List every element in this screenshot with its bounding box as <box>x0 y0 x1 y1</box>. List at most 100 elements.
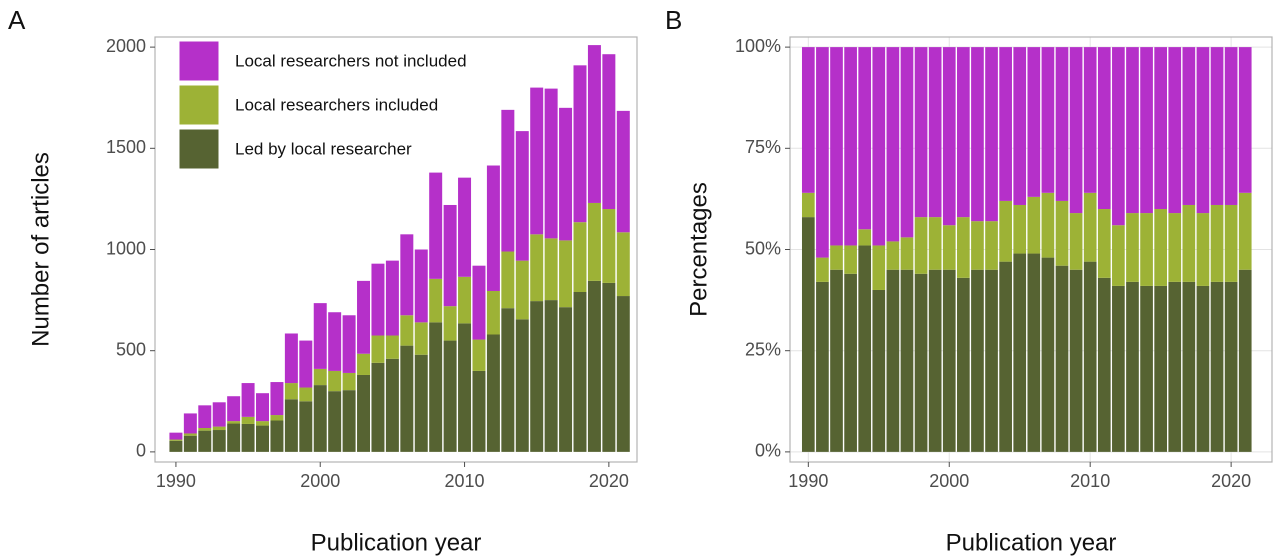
bar <box>270 415 284 421</box>
bar <box>544 88 558 239</box>
bar <box>1238 269 1252 452</box>
bar <box>1055 200 1069 266</box>
bar <box>371 335 385 363</box>
bar <box>1069 213 1083 270</box>
bar <box>914 47 928 218</box>
bar <box>886 269 900 452</box>
bar <box>328 391 342 452</box>
bar <box>515 319 529 452</box>
bar <box>198 430 212 452</box>
bar <box>587 45 601 203</box>
bar <box>1210 47 1224 205</box>
bar <box>443 204 457 307</box>
bar <box>858 245 872 452</box>
bar <box>844 47 857 246</box>
bar <box>957 217 970 278</box>
bar <box>1069 269 1083 452</box>
bar <box>1224 47 1238 205</box>
bar <box>858 47 872 230</box>
bar <box>1097 277 1111 452</box>
bar <box>256 425 270 452</box>
bar <box>1224 204 1238 282</box>
bar <box>914 217 928 274</box>
bar <box>1083 192 1097 262</box>
bar <box>501 109 515 252</box>
bar <box>1196 285 1210 452</box>
bar <box>515 260 529 320</box>
x-axis-title: Publication year <box>311 529 482 556</box>
bar <box>1210 281 1224 452</box>
bar <box>328 370 342 392</box>
bar <box>183 433 197 436</box>
bar <box>816 281 829 452</box>
bar <box>342 390 356 452</box>
bar <box>400 234 414 316</box>
y-tick-label: 1500 <box>106 137 146 157</box>
bar <box>1196 47 1210 214</box>
y-tick-label: 75% <box>745 137 781 157</box>
bar <box>1041 257 1055 452</box>
legend-swatch <box>178 84 220 126</box>
bar <box>313 303 327 369</box>
bar <box>530 301 544 452</box>
bar <box>971 269 984 452</box>
bar <box>1083 47 1097 193</box>
bar <box>458 276 472 324</box>
x-axis-title: Publication year <box>946 529 1117 556</box>
bar <box>844 245 857 274</box>
bar <box>900 47 914 238</box>
bar <box>357 374 371 452</box>
x-tick-label: 2020 <box>1211 471 1251 491</box>
bar <box>544 300 558 452</box>
x-tick-label: 1990 <box>788 471 828 491</box>
bar <box>559 307 573 452</box>
bar <box>198 405 212 428</box>
bar <box>256 421 270 426</box>
y-tick-label: 2000 <box>106 36 146 56</box>
bar <box>472 339 486 371</box>
bar <box>928 47 942 218</box>
bar <box>801 47 815 193</box>
bar <box>1013 47 1027 205</box>
bar <box>169 440 183 452</box>
bar <box>256 393 270 422</box>
y-tick-label: 100% <box>735 36 781 56</box>
bar <box>872 289 886 452</box>
x-tick-label: 2010 <box>445 471 485 491</box>
bar <box>1112 47 1125 226</box>
legend-swatch <box>178 128 220 170</box>
bar <box>1027 47 1041 197</box>
bar <box>872 245 886 290</box>
bar <box>342 315 356 373</box>
bar <box>559 107 573 241</box>
bar <box>1069 47 1083 214</box>
bar <box>1238 192 1252 270</box>
bar <box>559 240 573 308</box>
bar <box>212 430 226 452</box>
bar <box>183 413 197 434</box>
x-tick-label: 2000 <box>300 471 340 491</box>
bar <box>602 282 616 452</box>
bar <box>830 47 843 246</box>
bar <box>429 172 443 279</box>
bar <box>985 269 998 452</box>
bar <box>914 273 928 452</box>
bar <box>1154 47 1168 210</box>
legend-label: Led by local researcher <box>235 139 412 158</box>
bar <box>602 209 616 283</box>
bar <box>530 234 544 302</box>
y-tick-label: 500 <box>116 339 146 359</box>
bar <box>616 110 630 233</box>
bar <box>414 322 428 355</box>
y-tick-label: 0 <box>136 441 146 461</box>
bar <box>801 217 815 452</box>
bar <box>985 221 998 270</box>
bar <box>400 345 414 452</box>
y-tick-label: 1000 <box>106 238 146 258</box>
bar <box>942 47 956 226</box>
bar <box>1027 253 1041 452</box>
bar <box>270 420 284 452</box>
bar <box>530 87 544 235</box>
bar <box>299 340 313 388</box>
